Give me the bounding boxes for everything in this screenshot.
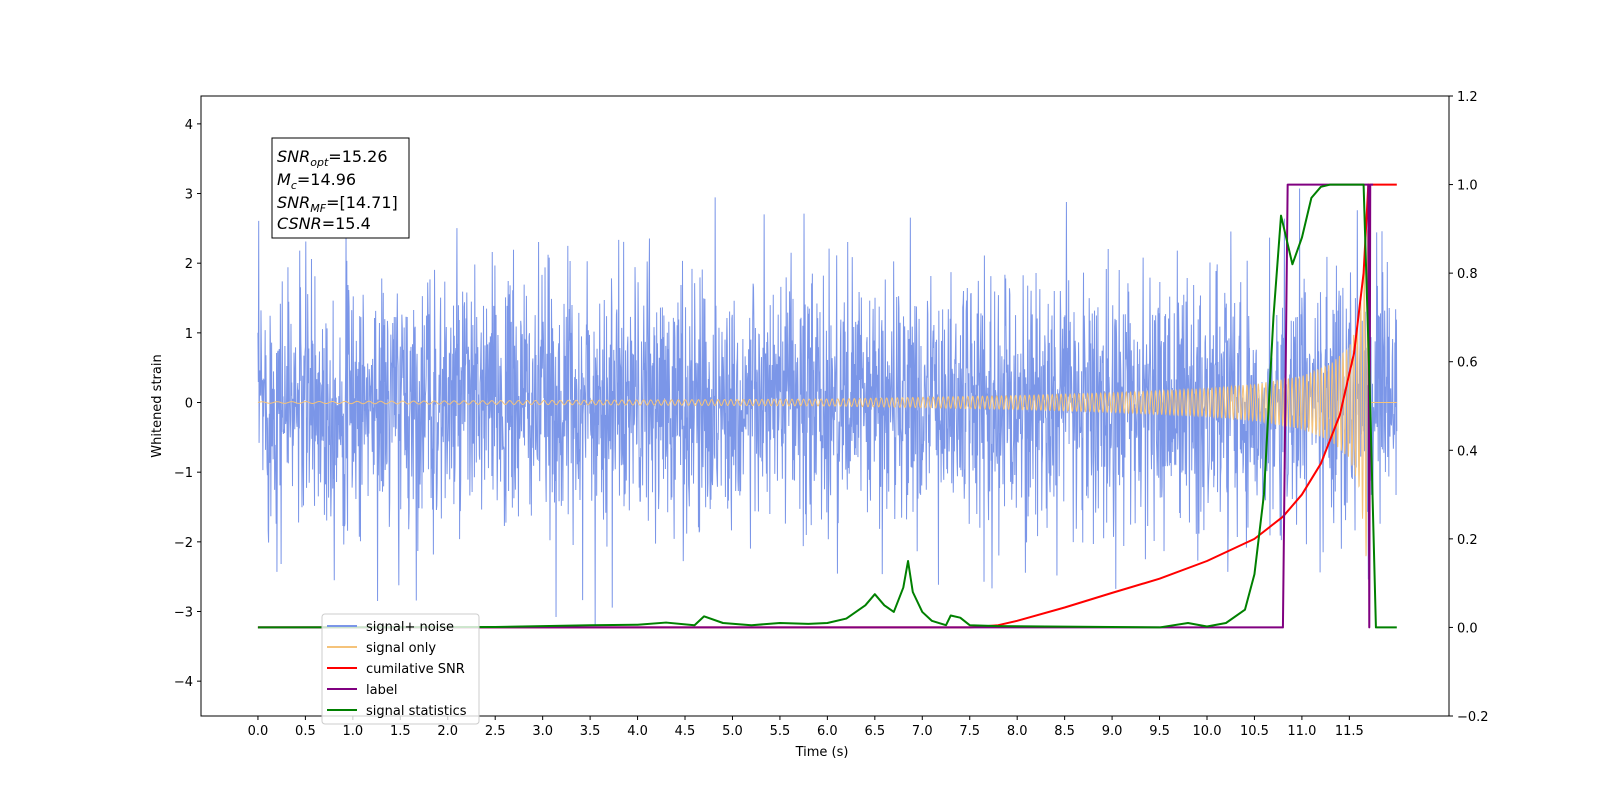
series-signal-noise: [257, 188, 1398, 626]
x-tick-label: 6.5: [864, 724, 885, 739]
x-tick-label: 3.0: [532, 724, 553, 739]
x-tick-label: 7.0: [912, 724, 933, 739]
x-tick-label: 11.0: [1287, 724, 1316, 739]
series-label: [257, 183, 1374, 629]
legend-label-cumulative-snr: cumilative SNR: [366, 662, 465, 677]
x-tick-label: 7.5: [959, 724, 980, 739]
y-tick-label: −2: [174, 536, 193, 551]
series-layer: [257, 183, 1398, 629]
x-tick-label: 2.5: [485, 724, 506, 739]
x-tick-label: 4.0: [627, 724, 648, 739]
x-tick-label: 5.5: [770, 724, 791, 739]
y-right-tick-label: 1.0: [1457, 179, 1478, 194]
legend: signal+ noise signal only cumilative SNR…: [321, 613, 480, 725]
x-tick-label: 10.5: [1240, 724, 1269, 739]
x-tick-label: 8.0: [1007, 724, 1028, 739]
annotation-line-csnr: CSNR=15.4: [277, 214, 371, 233]
x-tick-label: 10.0: [1193, 724, 1222, 739]
x-tick-label: 2.0: [437, 724, 458, 739]
y-right-tick-label: 1.2: [1457, 90, 1478, 105]
y-right-tick-label: 0.6: [1457, 356, 1478, 371]
plot-frame: [200, 95, 1450, 717]
annotation-line-snr-opt: SNRopt=15.26: [277, 147, 388, 169]
annotation-box: SNRopt=15.26 Mc=14.96 SNRMF=[14.71] CSNR…: [271, 137, 410, 239]
y-right-tick-label: 0.2: [1457, 533, 1478, 548]
x-tick-label: 1.0: [343, 724, 364, 739]
x-tick-label: 9.0: [1102, 724, 1123, 739]
y-right-tick-label: 0.8: [1457, 267, 1478, 282]
y-right-axis-ticks: −0.2 0.0 0.2 0.4 0.6 0.8 1.0 1.2: [1449, 90, 1489, 725]
y-tick-label: 2: [185, 257, 193, 272]
legend-frame: [321, 613, 480, 725]
y-tick-label: 0: [185, 397, 193, 412]
legend-label-signal-noise: signal+ noise: [366, 620, 454, 635]
series-cumulative-snr: [257, 183, 1397, 629]
x-tick-label: 9.5: [1149, 724, 1170, 739]
y-right-tick-label: −0.2: [1457, 710, 1489, 725]
x-tick-label: 11.5: [1335, 724, 1364, 739]
legend-label-signal-only: signal only: [366, 641, 436, 656]
x-tick-label: 3.5: [580, 724, 601, 739]
annotation-frame: [271, 137, 410, 239]
y-tick-label: 3: [185, 188, 193, 203]
y-tick-label: −3: [174, 606, 193, 621]
x-tick-label: 6.0: [817, 724, 838, 739]
x-tick-label: 5.0: [722, 724, 743, 739]
x-tick-label: 0.0: [248, 724, 269, 739]
y-right-tick-label: 0.0: [1457, 621, 1478, 636]
x-tick-label: 1.5: [390, 724, 411, 739]
y-tick-label: 1: [185, 327, 193, 342]
annotation-line-mc: Mc=14.96: [277, 170, 356, 192]
x-tick-label: 4.5: [675, 724, 696, 739]
x-tick-label: 0.5: [295, 724, 316, 739]
y-tick-label: −4: [174, 675, 193, 690]
y-tick-label: 4: [185, 118, 193, 133]
series-signal-only: [257, 229, 1397, 557]
x-axis-ticks: 0.0 0.5 1.0 1.5 2.0 2.5 3.0 3.5 4.0 4.5 5.0 5.5 6.0 6…: [248, 716, 1364, 739]
y-axis-label: Whitened strain: [150, 354, 165, 457]
annotation-line-snr-mf: SNRMF=[14.71]: [277, 193, 398, 215]
series-signal-statistics: [257, 183, 1397, 629]
legend-label-label: label: [366, 683, 397, 698]
x-axis-label: Time (s): [795, 745, 849, 760]
y-tick-label: −1: [174, 466, 193, 481]
x-tick-label: 8.5: [1054, 724, 1075, 739]
legend-label-signal-statistics: signal statistics: [366, 704, 467, 719]
y-axis-ticks: −4 −3 −2 −1 0 1 2 3 4: [174, 118, 201, 690]
y-right-tick-label: 0.4: [1457, 444, 1478, 459]
